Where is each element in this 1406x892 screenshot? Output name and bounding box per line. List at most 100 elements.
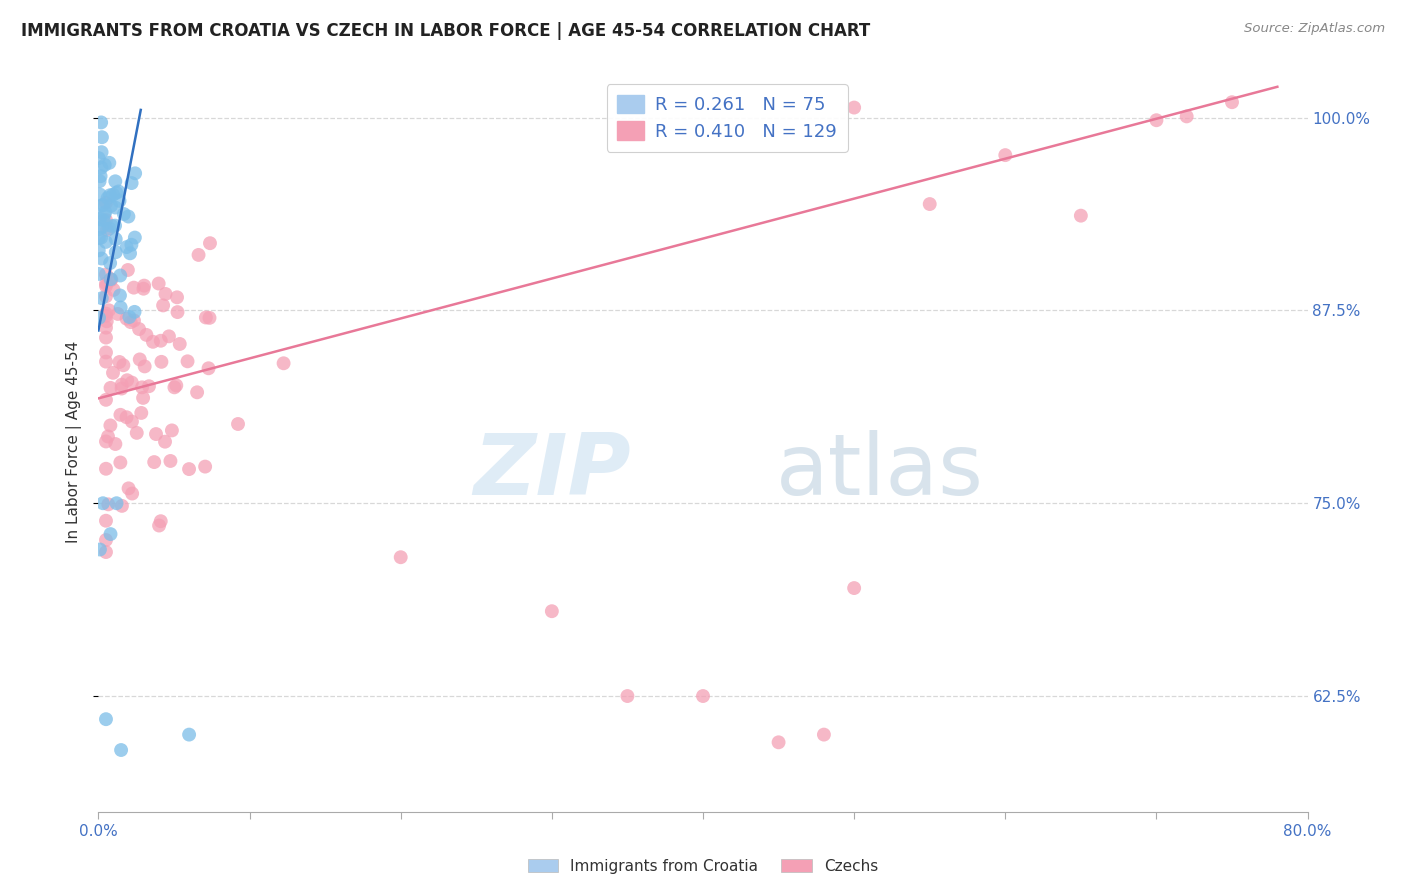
Point	[273, 356, 295, 370]
Point	[90, 161, 112, 175]
Point	[101, 187, 124, 202]
Point	[115, 410, 138, 425]
Point	[105, 186, 128, 200]
Point	[90, 231, 112, 245]
Point	[166, 305, 188, 319]
Point	[150, 355, 173, 369]
Point	[100, 527, 122, 541]
Legend: Immigrants from Croatia, Czechs: Immigrants from Croatia, Czechs	[522, 853, 884, 880]
Point	[118, 246, 141, 260]
Point	[160, 424, 183, 438]
Legend: R = 0.261   N = 75, R = 0.410   N = 129: R = 0.261 N = 75, R = 0.410 N = 129	[606, 84, 848, 152]
Point	[89, 212, 111, 227]
Point	[100, 381, 122, 395]
Point	[104, 219, 127, 233]
Point	[94, 279, 117, 293]
Point	[122, 313, 145, 327]
Point	[115, 311, 138, 326]
Point	[179, 728, 201, 742]
Point	[98, 256, 121, 270]
Point	[100, 272, 122, 286]
Point	[131, 380, 153, 394]
Point	[163, 380, 186, 394]
Point	[198, 236, 221, 251]
Point	[93, 213, 115, 227]
Point	[97, 429, 120, 443]
Point	[152, 298, 174, 312]
Point	[1144, 113, 1167, 128]
Point	[110, 743, 132, 757]
Point	[112, 207, 135, 221]
Point	[844, 101, 866, 115]
Point	[91, 198, 114, 212]
Point	[94, 213, 117, 227]
Point	[89, 174, 111, 188]
Y-axis label: In Labor Force | Age 45-54: In Labor Force | Age 45-54	[66, 341, 83, 542]
Point	[90, 252, 112, 266]
Point	[155, 287, 177, 301]
Point	[87, 267, 110, 281]
Point	[94, 195, 117, 210]
Point	[165, 378, 187, 392]
Point	[1175, 109, 1198, 123]
Point	[128, 322, 150, 336]
Point	[94, 345, 117, 359]
Point	[89, 187, 111, 202]
Point	[94, 354, 117, 368]
Point	[87, 310, 110, 325]
Point	[176, 354, 198, 368]
Point	[87, 151, 110, 165]
Point	[91, 219, 114, 234]
Point	[96, 223, 118, 237]
Point	[89, 222, 111, 236]
Point	[129, 406, 152, 420]
Point	[107, 307, 129, 321]
Point	[89, 542, 111, 557]
Point	[134, 359, 156, 374]
Point	[111, 377, 134, 392]
Point	[94, 268, 117, 282]
Point	[98, 156, 121, 170]
Point	[124, 230, 146, 244]
Point	[94, 289, 117, 303]
Point	[138, 379, 160, 393]
Point	[389, 550, 412, 565]
Point	[101, 219, 124, 233]
Point	[87, 244, 110, 258]
Point	[104, 245, 127, 260]
Point	[112, 358, 135, 372]
Point	[94, 330, 117, 344]
Point	[692, 689, 714, 703]
Point	[194, 310, 217, 325]
Text: atlas: atlas	[776, 430, 984, 513]
Point	[187, 248, 209, 262]
Point	[90, 169, 112, 184]
Point	[918, 197, 941, 211]
Point	[94, 545, 117, 559]
Point	[103, 283, 125, 297]
Point	[197, 361, 219, 376]
Point	[108, 194, 131, 208]
Point	[540, 604, 562, 618]
Point	[94, 462, 117, 476]
Point	[124, 166, 146, 180]
Point	[110, 301, 132, 315]
Point	[145, 427, 167, 442]
Point	[128, 352, 150, 367]
Point	[104, 232, 127, 246]
Point	[90, 291, 112, 305]
Point	[100, 272, 122, 286]
Point	[142, 334, 165, 349]
Point	[110, 382, 132, 396]
Point	[149, 514, 172, 528]
Point	[100, 199, 122, 213]
Point	[135, 327, 157, 342]
Point	[90, 115, 112, 129]
Text: IMMIGRANTS FROM CROATIA VS CZECH IN LABOR FORCE | AGE 45-54 CORRELATION CHART: IMMIGRANTS FROM CROATIA VS CZECH IN LABO…	[21, 22, 870, 40]
Point	[148, 277, 170, 291]
Point	[97, 303, 120, 318]
Point	[87, 231, 110, 245]
Point	[120, 315, 142, 329]
Point	[93, 208, 115, 222]
Point	[122, 280, 145, 294]
